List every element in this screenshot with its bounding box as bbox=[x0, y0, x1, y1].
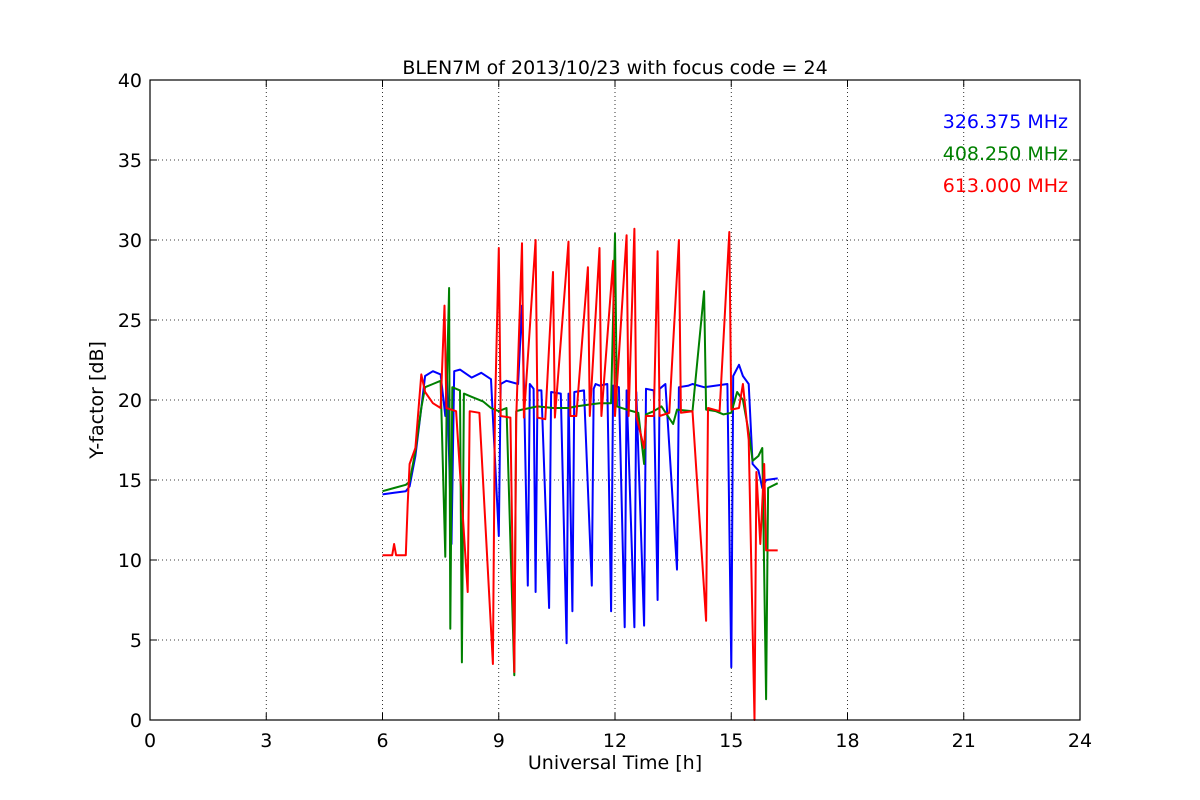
legend: 326.375 MHz 408.250 MHz 613.000 MHz bbox=[943, 111, 1068, 197]
series-layer bbox=[382, 227, 779, 721]
y-tick-label: 15 bbox=[118, 470, 142, 492]
legend-label-613-mhz: 613.000 MHz bbox=[943, 175, 1068, 197]
y-tick-label: 0 bbox=[130, 710, 142, 732]
x-tick-label: 18 bbox=[835, 730, 859, 752]
x-tick-label: 6 bbox=[376, 730, 388, 752]
y-tick-label: 10 bbox=[118, 550, 142, 572]
series-line-2 bbox=[382, 227, 778, 721]
y-tick-label: 20 bbox=[118, 390, 142, 412]
x-tick-label: 24 bbox=[1068, 730, 1092, 752]
y-tick-label: 30 bbox=[118, 230, 142, 252]
x-tick-label: 3 bbox=[260, 730, 272, 752]
y-tick-label: 25 bbox=[118, 310, 142, 332]
x-tick-label: 15 bbox=[719, 730, 743, 752]
x-tick-label: 0 bbox=[144, 730, 156, 752]
x-tick-label: 21 bbox=[952, 730, 976, 752]
x-axis-label: Universal Time [h] bbox=[528, 752, 702, 774]
series-line-1 bbox=[382, 232, 779, 701]
y-axis-label: Y-factor [dB] bbox=[86, 341, 108, 460]
y-tick-label: 40 bbox=[118, 70, 142, 92]
legend-label-326-mhz: 326.375 MHz bbox=[943, 111, 1068, 133]
legend-label-408-mhz: 408.250 MHz bbox=[943, 143, 1068, 165]
x-tick-label: 12 bbox=[603, 730, 627, 752]
chart-title: BLEN7M of 2013/10/23 with focus code = 2… bbox=[402, 57, 827, 79]
y-tick-label: 35 bbox=[118, 150, 142, 172]
x-tick-label: 9 bbox=[493, 730, 505, 752]
axis-ticks: 0 3 6 9 12 15 18 21 24 0 5 10 15 20 25 30 35 40 bbox=[118, 70, 1092, 752]
y-tick-label: 5 bbox=[130, 630, 142, 652]
